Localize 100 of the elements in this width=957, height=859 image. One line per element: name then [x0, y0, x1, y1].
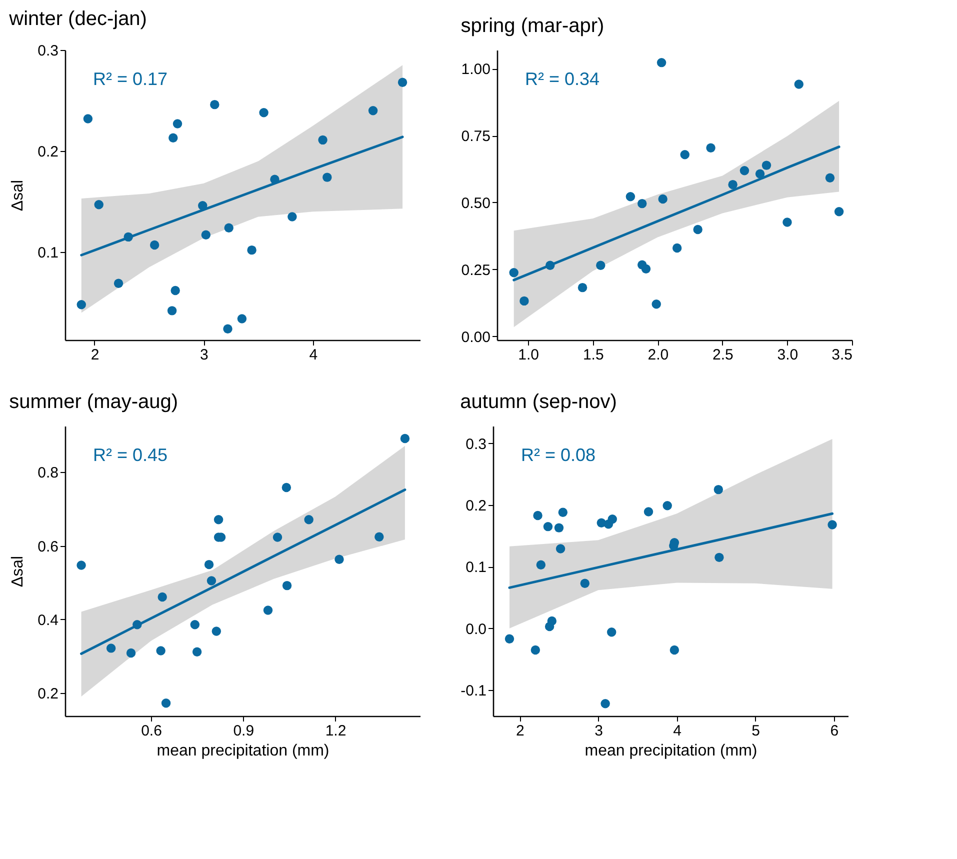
point	[706, 143, 716, 153]
point	[170, 286, 180, 296]
y-tick-label: 0.2	[38, 144, 58, 161]
point	[740, 166, 750, 176]
x-tick-label: 1.2	[325, 722, 346, 740]
y-tick-label: 0.6	[38, 538, 58, 556]
point	[190, 620, 200, 630]
point	[76, 300, 86, 310]
y-tick-label: 0.2	[466, 497, 486, 514]
point	[828, 520, 837, 530]
point	[282, 482, 292, 492]
point	[106, 644, 116, 653]
point	[530, 645, 540, 655]
y-tick-label: 0.3	[38, 42, 58, 60]
point	[596, 260, 606, 270]
point	[204, 560, 214, 570]
point	[652, 300, 661, 309]
point	[755, 169, 765, 178]
y-tick-label: -0.1	[460, 682, 486, 700]
x-tick-label: 0.9	[233, 722, 254, 740]
y-tick-label: 0.0	[466, 620, 486, 638]
y-axis-title: Δsal	[10, 180, 27, 212]
point	[237, 314, 247, 324]
point	[693, 224, 702, 234]
annotation: R² = 0.34	[525, 69, 600, 89]
x-axis-title: mean precipitation (mm)	[584, 742, 758, 760]
line-series	[508, 512, 834, 589]
point	[782, 218, 792, 227]
point	[834, 206, 844, 216]
point	[192, 647, 202, 656]
point	[126, 648, 136, 658]
point	[201, 230, 211, 240]
point	[536, 560, 546, 570]
point	[210, 100, 220, 110]
y-tick-label: 0.3	[466, 436, 486, 453]
point	[272, 532, 282, 542]
x-tick-label: 0.6	[141, 722, 162, 740]
point	[259, 108, 268, 118]
point	[223, 324, 232, 334]
point	[556, 544, 566, 554]
chart-title: winter (dec-jan)	[8, 8, 147, 30]
x-tick-label: 3	[594, 722, 603, 740]
point	[94, 200, 104, 210]
y-tick-label: 0.4	[38, 612, 58, 629]
line-series	[80, 488, 406, 655]
chart-title: autumn (sep-nov)	[460, 391, 617, 413]
line-series	[512, 146, 840, 282]
annotation: R² = 0.08	[521, 445, 596, 465]
point	[558, 508, 568, 517]
point	[288, 212, 297, 222]
point	[334, 554, 344, 564]
x-tick-label: 2	[90, 346, 100, 364]
point	[172, 119, 182, 128]
point	[224, 223, 234, 232]
point	[608, 514, 617, 524]
point	[578, 282, 588, 292]
x-tick-label: 1.0	[518, 346, 540, 364]
y-tick-label: 0.50	[461, 194, 490, 212]
x-axis-title: mean precipitation (mm)	[156, 742, 330, 760]
chart-title: spring (mar-apr)	[460, 15, 604, 37]
annotation: R² = 0.45	[93, 445, 168, 465]
x-tick-label: 6	[830, 722, 839, 740]
x-tick-label: 1.5	[582, 346, 604, 364]
y-axis-title: Δsal	[10, 556, 27, 588]
point	[825, 173, 835, 182]
point	[672, 243, 682, 253]
point	[76, 560, 86, 570]
x-tick-label: 3	[200, 346, 208, 364]
point	[214, 514, 224, 524]
y-tick-label: 1.00	[461, 61, 490, 78]
point	[398, 78, 408, 87]
point	[547, 616, 557, 626]
x-tick-label: 4	[673, 722, 682, 740]
point	[158, 592, 167, 602]
point	[83, 114, 93, 124]
point	[504, 634, 514, 644]
annotation: R² = 0.17	[93, 69, 168, 89]
point	[656, 58, 666, 68]
point	[263, 606, 273, 615]
x-tick-label: 4	[309, 346, 318, 364]
line-series	[80, 136, 404, 256]
point	[156, 646, 166, 656]
point	[400, 434, 410, 444]
point	[606, 627, 616, 637]
point	[304, 514, 314, 524]
x-tick-label: 3.0	[777, 346, 798, 364]
point	[247, 245, 256, 255]
point	[114, 278, 124, 288]
point	[374, 532, 384, 542]
point	[161, 698, 171, 708]
point	[600, 699, 610, 708]
point	[658, 194, 668, 204]
point	[641, 264, 651, 274]
point	[322, 172, 332, 182]
point	[662, 500, 672, 510]
point	[509, 268, 518, 278]
y-tick-label: 0.1	[466, 559, 486, 576]
point	[318, 135, 328, 145]
point	[670, 645, 680, 655]
point	[638, 198, 647, 208]
